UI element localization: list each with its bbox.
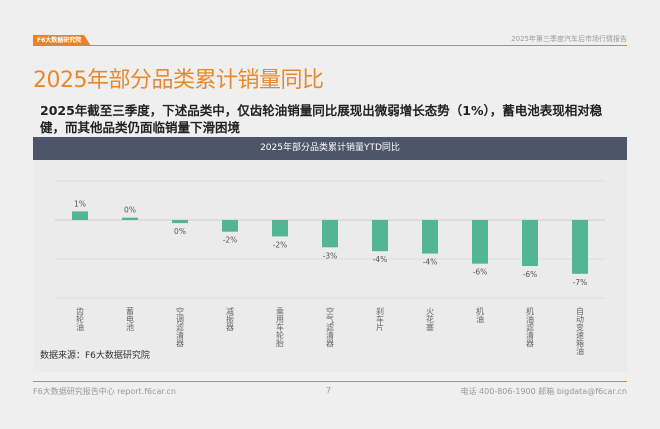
summary-text: 2025年截至三季度，下述品类中，仅齿轮油销量同比展现出微弱增长态势（1%），蓄… — [40, 103, 603, 135]
data-label: -2% — [273, 240, 288, 249]
category-label: 机油滤清器 — [526, 306, 535, 348]
bar — [122, 217, 138, 220]
data-label: -4% — [373, 255, 388, 264]
category-label: 自动变速箱油 — [576, 306, 585, 356]
category-label: 空调滤清器 — [176, 306, 185, 348]
bar — [422, 220, 438, 254]
bar — [322, 220, 338, 248]
bar — [372, 220, 388, 252]
data-label: -7% — [573, 278, 588, 287]
data-label: 1% — [74, 199, 86, 208]
bar — [522, 220, 538, 267]
data-label: -4% — [423, 258, 438, 267]
bar — [72, 211, 88, 220]
data-label: -3% — [323, 251, 338, 260]
bar — [222, 220, 238, 232]
category-label: 空气滤清器 — [326, 306, 335, 348]
page-title: 2025年部分品类累计销量同比 — [33, 68, 324, 93]
category-label: 齿轮油 — [76, 307, 85, 332]
category-label: 机油 — [476, 306, 485, 324]
bar — [472, 220, 488, 264]
footer-left: F6大数据研究报告中心 report.f6car.cn — [33, 387, 176, 396]
chart-panel: 2025年部分品类累计销量YTD同比 1% 齿轮油 0% 蓄电池 0% 空调滤清器 -2% 减… — [33, 137, 627, 372]
bar — [172, 220, 188, 224]
header-divider — [33, 45, 627, 46]
data-label: 0% — [124, 206, 136, 215]
page-number: 7 — [326, 386, 332, 395]
bar-chart: 1% 齿轮油 0% 蓄电池 0% 空调滤清器 -2% 减振器 -2% 乘用车轮胎 -3% 空气滤清器 -… — [55, 180, 605, 356]
category-label: 减振器 — [226, 306, 235, 332]
bar — [272, 220, 288, 237]
logo: F6大数据研究院 — [33, 35, 91, 46]
report-name: 2025年第三季度汽车后市场行情报告 — [511, 35, 627, 43]
bar — [572, 220, 588, 274]
chart-title: 2025年部分品类累计销量YTD同比 — [33, 137, 627, 160]
category-label: 刹车片 — [376, 307, 385, 332]
category-label: 蓄电池 — [126, 306, 135, 331]
category-label: 火花塞 — [426, 307, 435, 331]
category-label: 乘用车轮胎 — [276, 306, 285, 348]
data-label: -6% — [473, 268, 488, 277]
footer-contact: 电话 400-806-1900 邮箱 bigdata@f6car.cn — [460, 387, 627, 396]
data-label: 0% — [174, 227, 186, 236]
data-label: -2% — [223, 236, 238, 245]
data-source: 数据来源：F6大数据研究院 — [40, 351, 150, 361]
footer-divider — [33, 381, 627, 382]
data-label: -6% — [523, 270, 538, 279]
